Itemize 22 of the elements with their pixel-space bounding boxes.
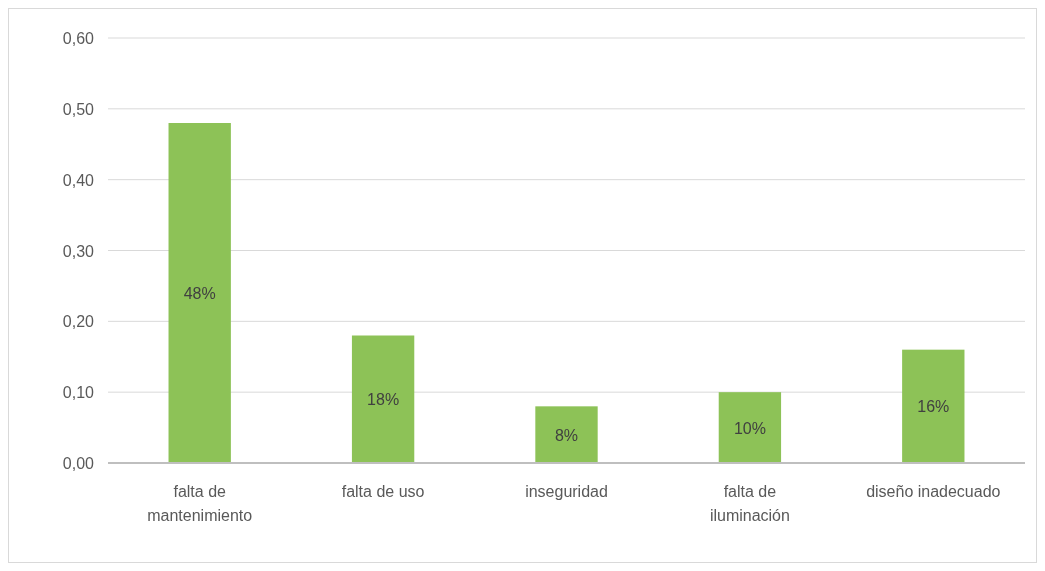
bar [351,335,415,463]
y-tick-label: 0,60 [62,30,95,47]
data-label: 8% [554,426,579,444]
x-tick-label: falta de uso [341,483,425,500]
y-tick-label: 0,00 [62,455,95,472]
y-tick-label: 0,20 [62,313,95,331]
y-tick-label: 0,30 [62,242,95,260]
bar [168,123,231,463]
data-label: 16% [917,398,950,416]
data-label: 10% [733,419,766,437]
data-label: 18% [367,391,400,409]
bar [902,349,965,463]
bar [718,392,782,463]
x-tick-label: falta de iluminación [709,483,790,524]
y-tick-label: 0,50 [62,100,95,118]
x-tick-label: falta de mantenimiento [147,483,253,524]
x-tick-label: inseguridad [525,483,608,500]
x-tick-label: diseño inadecuado [866,483,1001,500]
bar [535,406,598,463]
data-label: 48% [183,285,216,302]
y-tick-label: 0,10 [62,384,95,402]
y-tick-label: 0,40 [62,171,95,189]
